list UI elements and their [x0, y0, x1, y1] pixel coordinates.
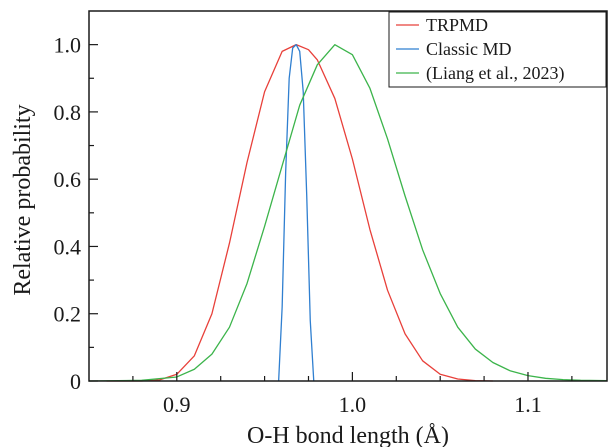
series-line-0 [106, 43, 493, 382]
y-tick-label: 0.8 [54, 100, 82, 125]
y-tick-label: 0.6 [54, 167, 82, 192]
y-axis-ticks: 0 0.2 0.4 0.6 0.8 1.0 [54, 33, 98, 394]
y-axis-title: Relative probability [10, 104, 36, 295]
series-line-1 [277, 43, 315, 382]
series-line-2 [88, 43, 608, 382]
x-axis-title: O-H bond length (Å) [247, 423, 449, 447]
legend-label: TRPMD [426, 15, 488, 35]
x-axis-ticks: 0.9 1.0 1.1 [132, 372, 573, 417]
plot-frame [88, 10, 608, 382]
legend-item-trpmd: TRPMD [396, 15, 488, 35]
x-tick-label: 0.9 [163, 392, 191, 417]
x-tick-label: 1.1 [514, 392, 542, 417]
y-tick-label: 0.4 [54, 234, 82, 259]
legend-label: Classic MD [426, 39, 512, 59]
y-tick-label: 1.0 [54, 33, 82, 58]
legend: TRPMD Classic MD (Liang et al., 2023) [388, 11, 607, 88]
legend-item-classic-md: Classic MD [396, 39, 512, 59]
y-tick-label: 0 [70, 369, 81, 394]
legend-box [388, 11, 607, 88]
legend-label: (Liang et al., 2023) [426, 63, 564, 84]
x-tick-label: 1.0 [339, 392, 367, 417]
y-tick-label: 0.2 [54, 302, 82, 327]
legend-item-liang-2023: (Liang et al., 2023) [396, 63, 564, 84]
series-lines [88, 43, 608, 382]
